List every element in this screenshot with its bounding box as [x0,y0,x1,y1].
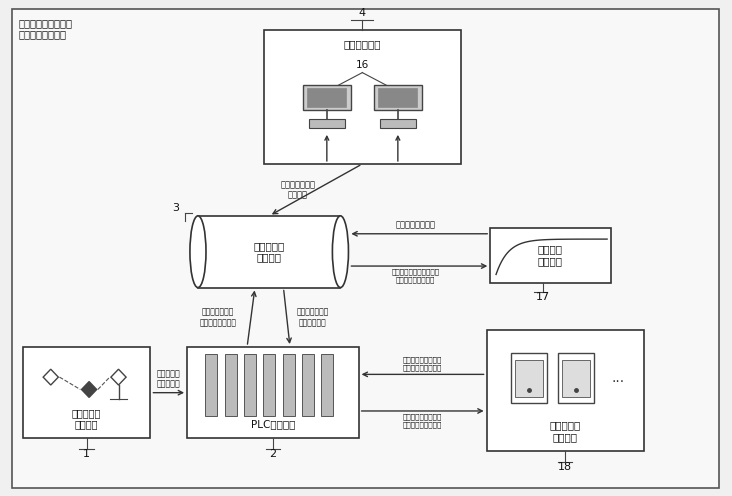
FancyBboxPatch shape [225,354,236,416]
FancyBboxPatch shape [487,330,643,451]
Text: 17: 17 [536,292,550,302]
Text: 3: 3 [173,203,179,213]
Text: 中厚板微观
跟踪系统: 中厚板微观 跟踪系统 [253,241,285,262]
FancyBboxPatch shape [378,88,417,107]
FancyBboxPatch shape [205,354,217,416]
Text: 钢板位置和运动
状态显示: 钢板位置和运动 状态显示 [280,180,315,199]
FancyBboxPatch shape [23,347,151,438]
FancyBboxPatch shape [187,347,359,438]
FancyBboxPatch shape [558,353,594,403]
Text: 18: 18 [558,462,572,472]
Text: 人机交互系统: 人机交互系统 [343,39,381,49]
FancyBboxPatch shape [562,360,590,397]
Text: 中厚板位置
检测系统: 中厚板位置 检测系统 [72,408,101,430]
Text: 4: 4 [359,8,366,18]
Text: 钢板实际速度及在各工艺
段内的实际加热时间: 钢板实际速度及在各工艺 段内的实际加热时间 [391,268,439,283]
Ellipse shape [332,216,348,288]
Text: 辊道变频器
及编码器: 辊道变频器 及编码器 [550,420,580,442]
Polygon shape [81,381,97,397]
FancyBboxPatch shape [198,216,340,288]
Text: ...: ... [612,371,625,385]
Polygon shape [111,369,126,385]
Text: 16: 16 [356,60,369,70]
FancyBboxPatch shape [264,354,275,416]
Text: 过程控制
模型系统: 过程控制 模型系统 [538,245,563,266]
FancyBboxPatch shape [244,354,256,416]
FancyBboxPatch shape [302,354,314,416]
FancyBboxPatch shape [283,354,294,416]
FancyBboxPatch shape [309,119,345,127]
FancyBboxPatch shape [511,353,548,403]
FancyBboxPatch shape [303,85,351,110]
Text: 2: 2 [269,449,277,459]
FancyBboxPatch shape [307,88,346,107]
FancyBboxPatch shape [380,119,416,127]
Text: 采集钢板位
置检测信号: 采集钢板位 置检测信号 [157,370,181,389]
Text: PLC控制系统: PLC控制系统 [250,420,295,430]
Ellipse shape [190,216,206,288]
Text: 1: 1 [83,449,90,459]
Polygon shape [43,369,59,385]
FancyBboxPatch shape [490,228,610,283]
Text: 中厚板热处理炉钢板
位置跟踪控制系统: 中厚板热处理炉钢板 位置跟踪控制系统 [19,18,73,40]
FancyBboxPatch shape [12,9,719,488]
FancyBboxPatch shape [515,360,543,397]
FancyBboxPatch shape [321,354,333,416]
Text: 计算钢板运行速
度和摆动速度: 计算钢板运行速 度和摆动速度 [296,308,329,327]
FancyBboxPatch shape [374,85,422,110]
Text: 热处理炉内各块钢板
对应的实际辊道速度: 热处理炉内各块钢板 对应的实际辊道速度 [403,357,442,371]
Text: 检测器信号信息
实际辊道速度信息: 检测器信号信息 实际辊道速度信息 [200,308,236,327]
Text: 钢板设定加热曲线: 钢板设定加热曲线 [395,221,436,230]
Text: 热处理炉内各块钢板
对应的设定辊道速度: 热处理炉内各块钢板 对应的设定辊道速度 [403,414,442,428]
FancyBboxPatch shape [264,30,461,164]
